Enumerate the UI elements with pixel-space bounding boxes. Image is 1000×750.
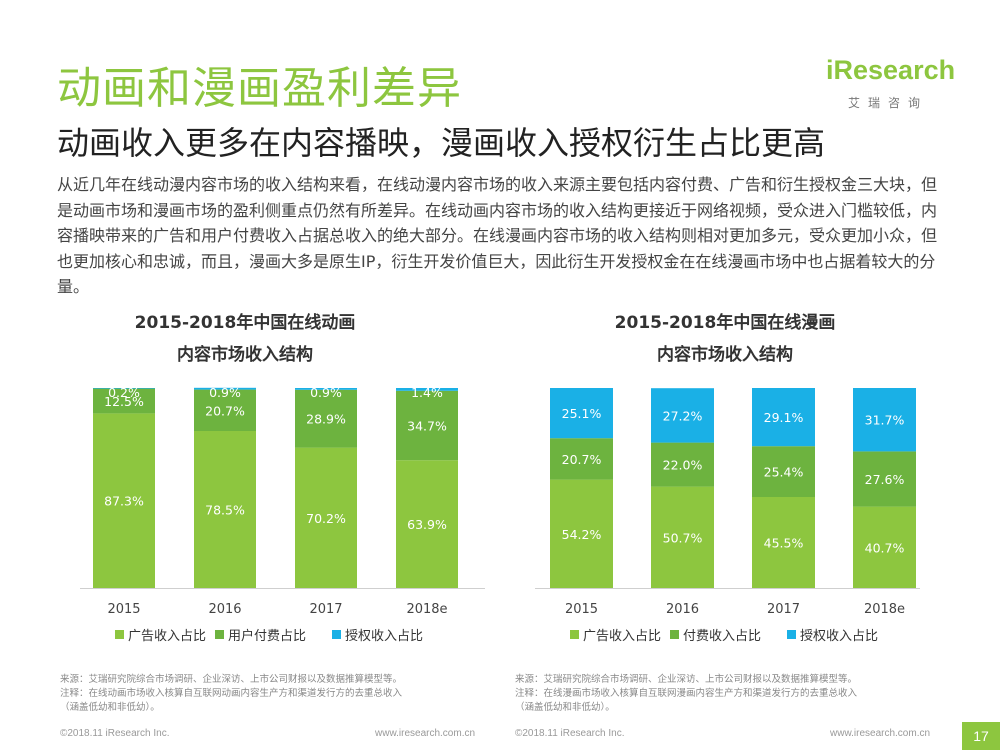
intro-paragraph: 从近几年在线动漫内容市场的收入结构来看，在线动漫内容市场的收入来源主要包括内容付… xyxy=(57,175,938,296)
data-label: 27.2% xyxy=(663,408,703,423)
comics-revenue-chart: 54.2% 20.7% 25.1% 2015 50.7% 22.0% 27.2% 2016 45… xyxy=(535,388,920,644)
iresearch-logo: iResearch 艾瑞咨询 xyxy=(826,55,955,115)
bar-segment xyxy=(396,388,458,391)
x-tick-label: 2017 xyxy=(767,602,800,617)
x-tick-label: 2015 xyxy=(107,602,140,617)
data-label: 31.7% xyxy=(865,413,905,428)
data-label: 54.2% xyxy=(562,527,602,542)
bar-segment xyxy=(396,390,458,461)
animation-revenue-chart: 87.3% 12.5%0.2% 2015 78.5% 20.7% 0.9% 2016 70.2… xyxy=(80,385,485,644)
bar-segment xyxy=(853,506,916,588)
page-subtitle: 动画收入更多在内容播映，漫画收入授权衍生占比更高 xyxy=(57,124,826,162)
bar-segment xyxy=(752,497,815,588)
bar-segment xyxy=(295,389,357,448)
chart-title-line1: 2015-2018年中国在线漫画 xyxy=(614,313,836,333)
chart-title-animation: 2015-2018年中国在线动画 内容市场收入结构 xyxy=(90,307,400,371)
note-line: 注释：在线动画市场收入核算自互联网动画内容生产方和渠道发行方的去重总收入 xyxy=(60,688,403,699)
data-label: 0.2% xyxy=(108,385,140,400)
bar-segment xyxy=(651,442,714,487)
data-label: 87.3% xyxy=(104,494,144,509)
legend-label: 广告收入占比 xyxy=(583,629,661,644)
legend-label: 付费收入占比 xyxy=(683,629,761,644)
source-line: 来源：艾瑞研究院综合市场调研、企业深访、上市公司财报以及数据推算模型等。 xyxy=(60,674,403,685)
chart-title-line2: 内容市场收入结构 xyxy=(657,345,793,365)
bar-segment xyxy=(295,447,357,588)
data-label: 78.5% xyxy=(205,503,245,518)
page-title: 动画和漫画盈利差异 xyxy=(57,63,462,114)
data-label: 70.2% xyxy=(306,511,346,526)
data-label: 0.9% xyxy=(209,385,241,400)
legend-swatch xyxy=(215,630,224,639)
data-label: 25.4% xyxy=(764,465,804,480)
data-label: 20.7% xyxy=(562,452,602,467)
bar-segment xyxy=(93,413,155,588)
legend-label: 授权收入占比 xyxy=(345,628,423,644)
x-tick-label: 2018e xyxy=(864,602,905,617)
chart-title-comics: 2015-2018年中国在线漫画 内容市场收入结构 xyxy=(570,307,880,371)
note-line: （涵盖低幼和非低幼）。 xyxy=(515,702,615,713)
data-label: 40.7% xyxy=(865,540,905,555)
copyright-left: ©2018.11 iResearch Inc. xyxy=(60,728,170,739)
data-label: 29.1% xyxy=(764,410,804,425)
x-tick-label: 2017 xyxy=(309,602,342,617)
bar-segment xyxy=(853,451,916,507)
x-tick-label: 2016 xyxy=(208,602,241,617)
legend-swatch xyxy=(332,630,341,639)
data-label: 25.1% xyxy=(562,406,602,421)
copyright-right: ©2018.11 iResearch Inc. xyxy=(515,728,625,739)
legend-swatch xyxy=(670,630,679,639)
logo-subtitle: 艾瑞咨询 xyxy=(848,96,929,110)
bar-segment xyxy=(853,388,916,452)
source-note-left: 来源：艾瑞研究院综合市场调研、企业深访、上市公司财报以及数据推算模型等。 注释：… xyxy=(60,673,402,715)
data-label: 28.9% xyxy=(306,412,346,427)
data-label: 1.4% xyxy=(411,385,443,400)
url-right[interactable]: www.iresearch.com.cn xyxy=(830,728,931,739)
data-label: 12.5% xyxy=(104,394,144,409)
bar-segment xyxy=(550,479,613,588)
bar-segment xyxy=(194,387,256,390)
x-tick-label: 2018e xyxy=(406,602,447,617)
note-line: 注释：在线漫画市场收入核算自互联网漫画内容生产方和渠道发行方的去重总收入 xyxy=(515,688,858,699)
legend-swatch xyxy=(570,630,579,639)
legend-swatch xyxy=(787,630,796,639)
legend-label: 授权收入占比 xyxy=(800,628,878,644)
bar-segment xyxy=(752,446,815,497)
bar-segment xyxy=(752,388,815,447)
source-line: 来源：艾瑞研究院综合市场调研、企业深访、上市公司财报以及数据推算模型等。 xyxy=(515,674,858,685)
bar-segment xyxy=(93,388,155,414)
x-tick-label: 2015 xyxy=(565,602,598,617)
source-note-right: 来源：艾瑞研究院综合市场调研、企业深访、上市公司财报以及数据推算模型等。 注释：… xyxy=(515,673,857,715)
logo-word: iResearch xyxy=(826,55,956,85)
bar-segment xyxy=(651,388,714,443)
chart-title-line2: 内容市场收入结构 xyxy=(177,345,313,365)
legend-label: 用户付费占比 xyxy=(228,628,306,644)
url-left[interactable]: www.iresearch.com.cn xyxy=(375,728,476,739)
bar-segment xyxy=(295,388,357,390)
note-line: （涵盖低幼和非低幼）。 xyxy=(60,702,160,713)
bar-segment xyxy=(93,388,155,389)
legend-label: 广告收入占比 xyxy=(128,629,206,644)
data-label: 0.9% xyxy=(310,385,342,400)
data-label: 50.7% xyxy=(663,530,703,545)
page-number: 17 xyxy=(962,722,1000,750)
legend-swatch xyxy=(115,630,124,639)
bar-segment xyxy=(550,438,613,480)
x-tick-label: 2016 xyxy=(666,602,699,617)
bar-segment xyxy=(194,431,256,588)
data-label: 22.0% xyxy=(663,458,703,473)
bar-segment xyxy=(194,389,256,431)
bar-segment xyxy=(550,388,613,439)
data-label: 63.9% xyxy=(407,517,447,532)
data-label: 45.5% xyxy=(764,536,804,551)
data-label: 34.7% xyxy=(407,419,447,434)
bar-segment xyxy=(651,486,714,588)
chart-title-line1: 2015-2018年中国在线动画 xyxy=(134,313,356,333)
data-label: 20.7% xyxy=(205,403,245,418)
bar-segment xyxy=(396,460,458,588)
data-label: 27.6% xyxy=(865,472,905,487)
